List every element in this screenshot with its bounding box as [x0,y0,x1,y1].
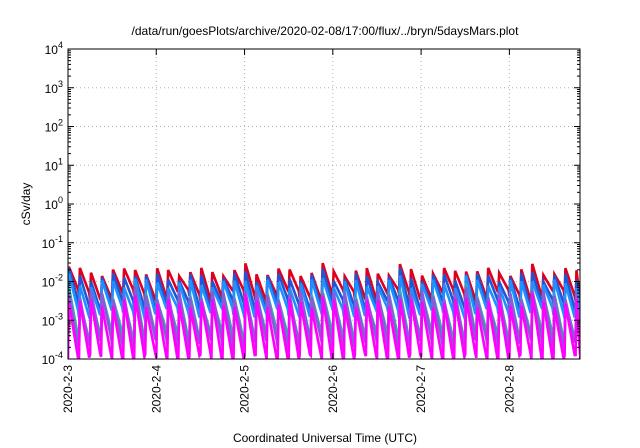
x-tick-label: 2020-2-8 [502,365,516,413]
x-tick-label: 2020-2-5 [238,365,252,413]
x-tick-label: 2020-2-6 [326,365,340,413]
y-tick-label: 10-3 [42,311,63,328]
y-axis-label: cSv/day [19,183,33,226]
y-tick-label: 103 [45,79,63,96]
x-tick-label: 2020-2-4 [149,365,163,413]
chart-title: /data/run/goesPlots/archive/2020-02-08/1… [132,24,520,38]
y-tick-label: 100 [45,195,63,212]
y-axis: 10-4 10-3 10-2 10-1 100 101 102 103 104 [42,40,580,367]
x-tick-label: 2020-2-3 [61,365,75,413]
x-tick-label: 2020-2-7 [414,365,428,413]
y-tick-label: 104 [45,40,63,57]
y-tick-label: 10-1 [42,234,63,251]
y-tick-label: 102 [45,118,63,135]
plot-area [68,262,580,359]
y-tick-label: 10-2 [42,273,63,290]
y-tick-label: 101 [45,156,63,173]
x-axis-label: Coordinated Universal Time (UTC) [233,431,417,445]
y-tick-label: 10-4 [42,350,63,367]
x-axis: 2020-2-3 2020-2-4 2020-2-5 2020-2-6 2020-2-7… [61,49,516,413]
